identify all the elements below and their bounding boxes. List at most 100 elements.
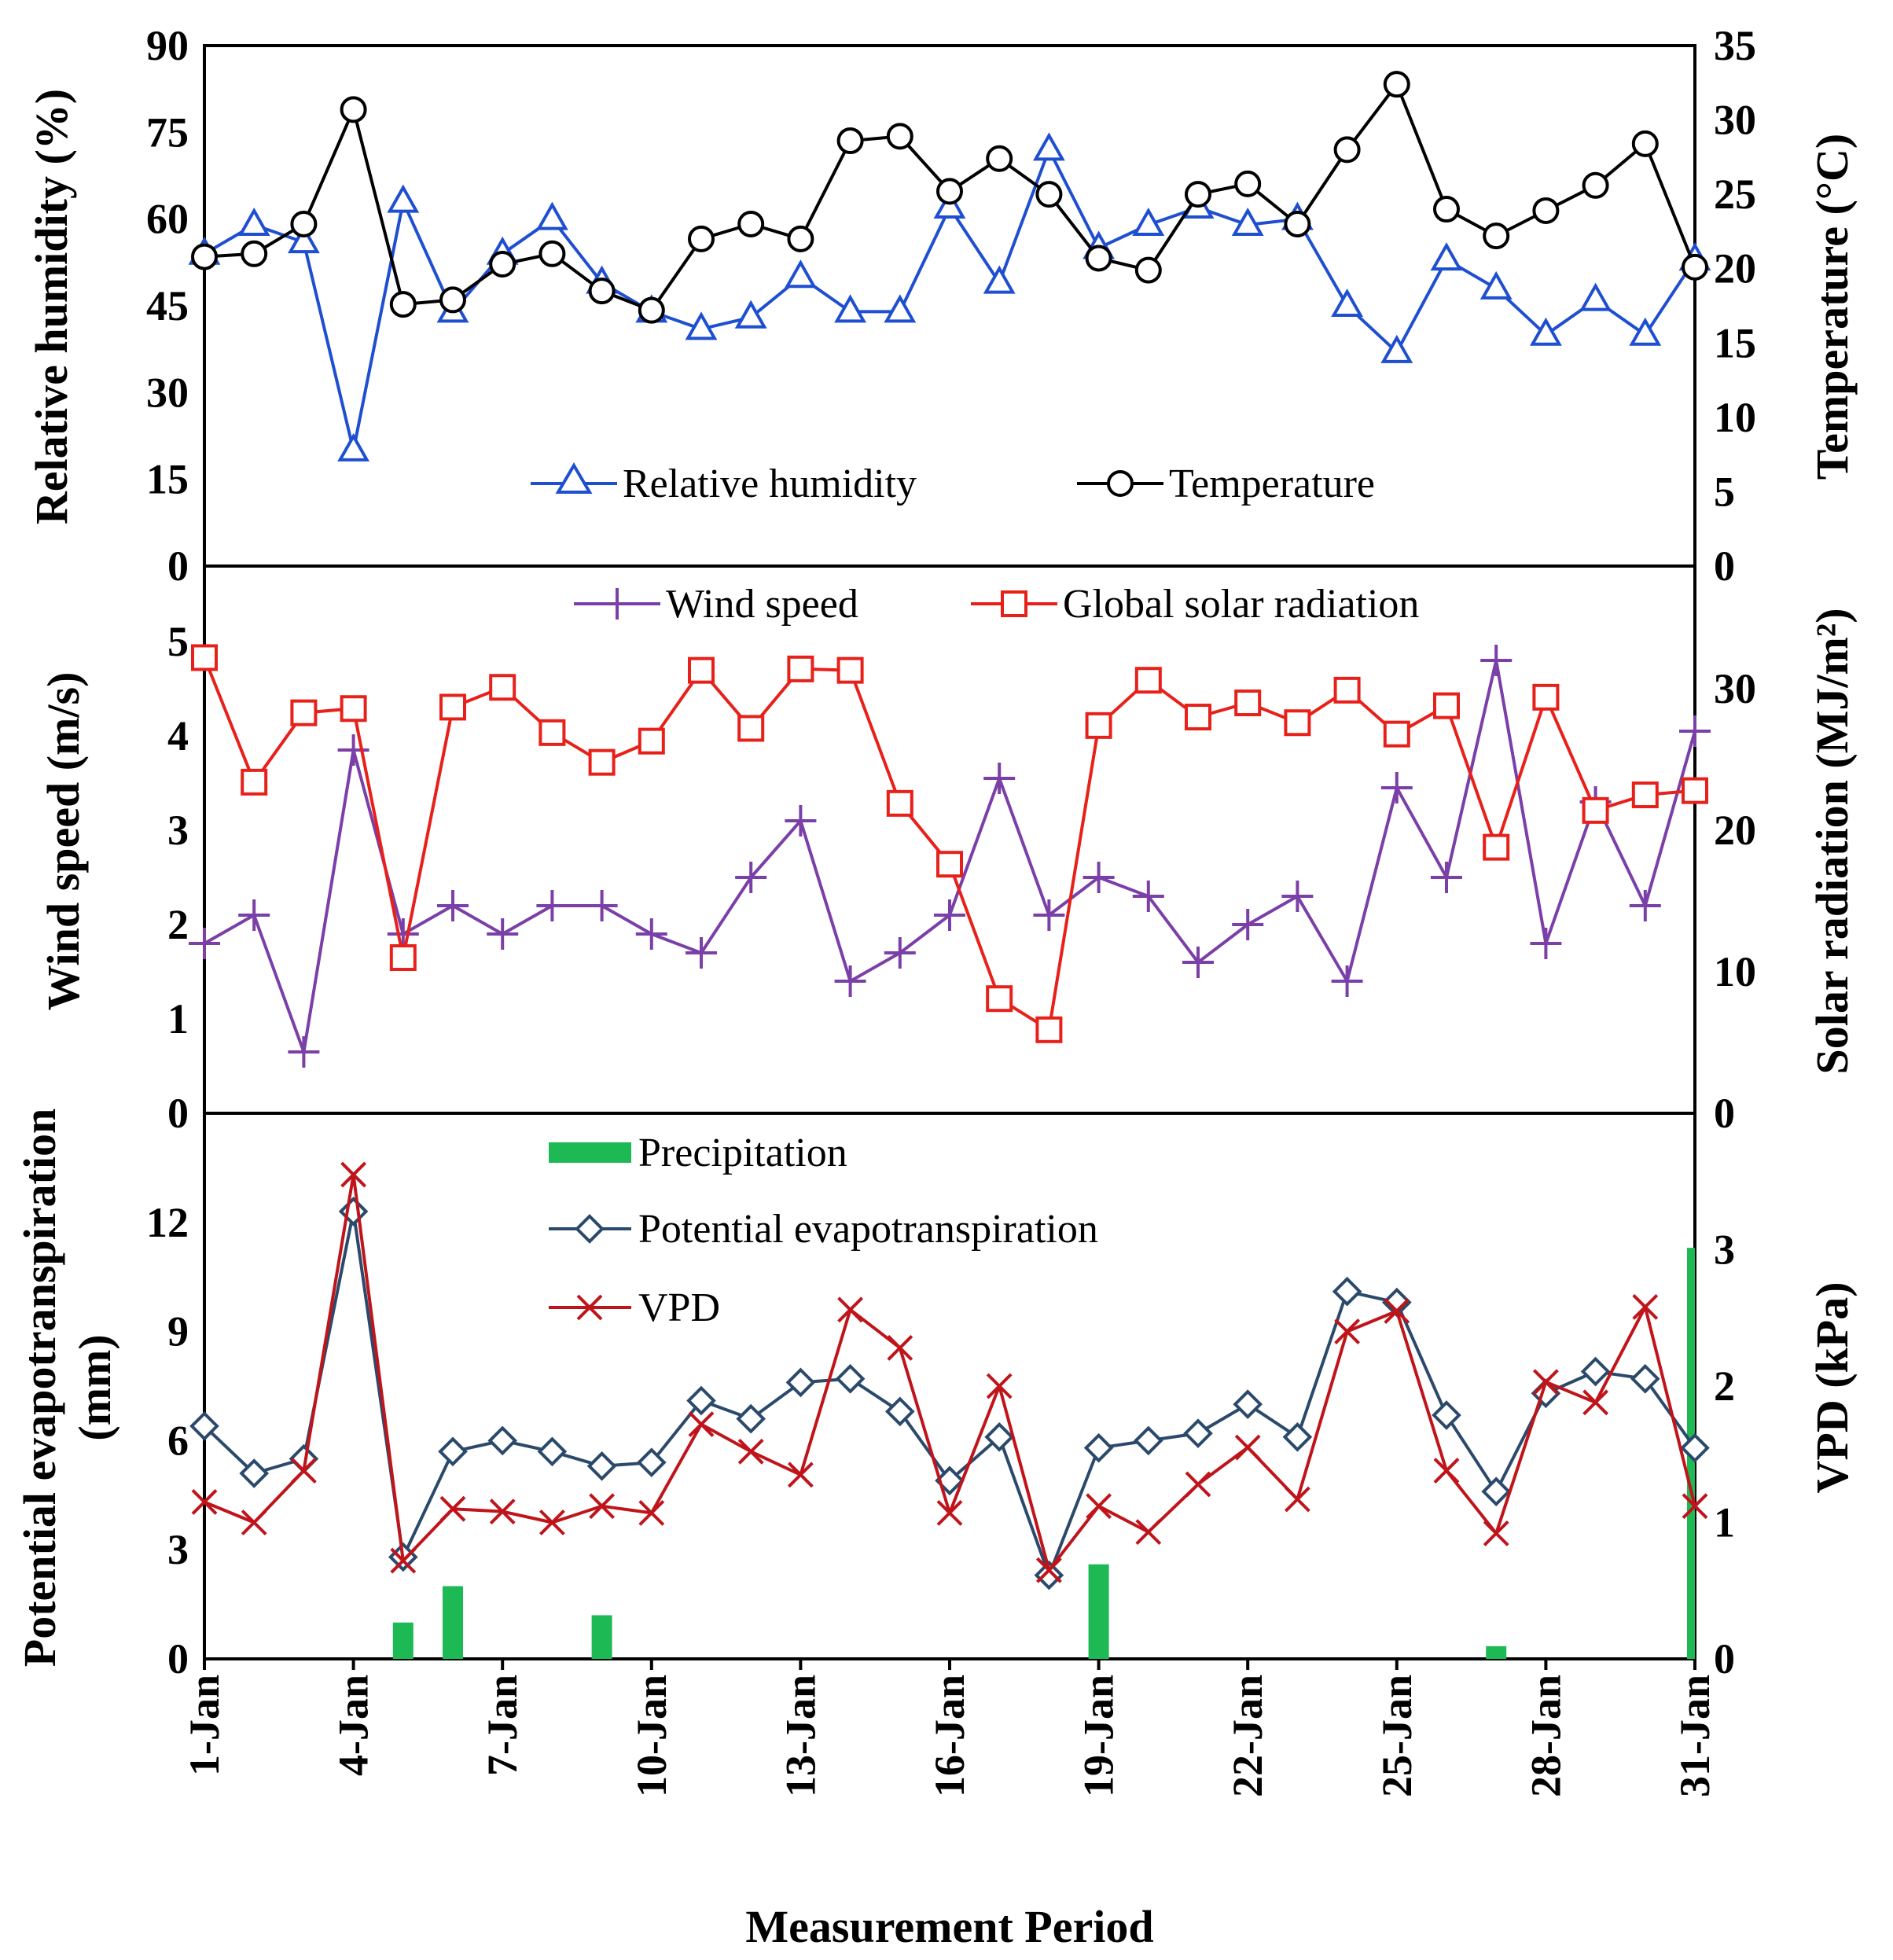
vpd-point <box>589 1493 616 1520</box>
potential-evapotranspiration-point <box>487 1425 518 1456</box>
y-left-tick-label: 9 <box>167 1308 189 1355</box>
legend-precipitation: Precipitation <box>549 1131 847 1175</box>
y-left-tick-label: 5 <box>167 618 189 665</box>
temperature-point <box>638 296 665 324</box>
temperature-point <box>986 145 1013 172</box>
legend-rh-triangle-icon <box>555 462 593 494</box>
wind-speed-point <box>735 862 767 893</box>
global-solar-radiation-point <box>1035 1016 1063 1043</box>
legend-precip-label: Precipitation <box>638 1131 847 1175</box>
global-solar-radiation-point <box>836 656 864 684</box>
bottom-right-axis-title: VPD (kPa) <box>1807 1282 1858 1493</box>
temperature-point <box>1582 171 1609 199</box>
relative-humidity-point <box>784 259 817 289</box>
wind-speed-point <box>337 734 369 766</box>
global-solar-radiation-point <box>1234 689 1262 717</box>
x-tick-label: 22-Jan <box>1224 1675 1271 1797</box>
precipitation-bar <box>392 1622 414 1659</box>
potential-evapotranspiration-point <box>189 1411 219 1441</box>
relative-humidity-point <box>834 294 867 323</box>
legend-rh-label: Relative humidity <box>623 462 917 506</box>
global-solar-radiation-point <box>1682 777 1708 804</box>
global-solar-radiation-point <box>1582 796 1609 824</box>
wind-speed-point <box>189 928 220 959</box>
y-left-tick-label: 3 <box>167 807 189 854</box>
potential-evapotranspiration-line <box>203 1209 1696 1577</box>
potential-evapotranspiration-point <box>1580 1356 1611 1387</box>
y-left-tick-label: 12 <box>146 1199 189 1246</box>
wind-speed-point <box>834 965 866 997</box>
x-tick-label: 13-Jan <box>777 1675 824 1797</box>
middle-left-axis-title: Wind speed (m/s) <box>38 672 89 1011</box>
relative-humidity-point <box>685 311 718 340</box>
temperature-point <box>389 291 417 318</box>
y-right-tick-label: 0 <box>1714 1635 1735 1682</box>
global-solar-radiation-point <box>986 985 1013 1013</box>
relative-humidity-point <box>1032 132 1065 161</box>
vpd-point <box>290 1458 317 1484</box>
temperature-point <box>787 225 814 252</box>
potential-evapotranspiration-point <box>1133 1425 1163 1456</box>
wind-speed-point <box>884 937 916 969</box>
x-tick-label: 10-Jan <box>628 1675 675 1797</box>
relative-humidity-point <box>1529 317 1562 346</box>
wind-speed-point <box>934 899 965 931</box>
y-right-tick-label: 35 <box>1714 22 1756 69</box>
vpd-point <box>390 1547 417 1574</box>
potential-evapotranspiration-point <box>1630 1363 1660 1394</box>
wind-speed-point <box>1281 881 1314 912</box>
relative-humidity-point <box>1331 288 1364 317</box>
legend-wind-speed: Wind speed <box>574 582 858 627</box>
global-solar-radiation-point <box>1383 720 1410 748</box>
wind-speed-point <box>1629 890 1661 921</box>
series-layer <box>188 71 1711 1659</box>
vpd-point <box>1582 1389 1609 1416</box>
temperature-point <box>588 278 616 305</box>
temperature-point <box>1035 181 1063 208</box>
relative-humidity-point <box>287 225 320 254</box>
vpd-point <box>1334 1318 1361 1345</box>
vpd-point <box>986 1373 1013 1399</box>
relative-humidity-point <box>535 201 568 230</box>
vpd-point <box>1284 1486 1310 1513</box>
temperature-point <box>439 286 466 314</box>
y-left-tick-label: 0 <box>167 1635 189 1682</box>
vpd-point <box>936 1499 963 1526</box>
vpd-point <box>1185 1471 1211 1498</box>
potential-evapotranspiration-point <box>884 1396 915 1427</box>
wind-speed-point <box>1480 645 1513 676</box>
temperature-point <box>1333 136 1361 164</box>
legend-pet-diamond-icon <box>575 1214 605 1244</box>
global-solar-radiation-point <box>389 944 417 972</box>
vpd-point <box>1135 1519 1162 1546</box>
precipitation-bar <box>443 1586 463 1659</box>
wind-speed-point <box>288 1036 320 1068</box>
wind-speed-point <box>1331 965 1363 997</box>
temperature-point <box>737 210 765 237</box>
y-left-tick-label: 15 <box>146 456 189 503</box>
temperature-point <box>191 243 218 270</box>
y-left-tick-label: 30 <box>146 369 189 416</box>
potential-evapotranspiration-point <box>736 1403 766 1434</box>
temperature-point <box>1433 196 1460 223</box>
y-left-tick-label: 1 <box>167 995 189 1043</box>
potential-evapotranspiration-point <box>1034 1560 1064 1590</box>
wind-speed-point <box>487 918 519 950</box>
x-axis-title: Measurement Period <box>745 1901 1153 1952</box>
global-solar-radiation-point <box>886 789 913 817</box>
relative-humidity-point <box>1132 207 1165 237</box>
vpd-point <box>489 1498 516 1525</box>
potential-evapotranspiration-point <box>1481 1476 1512 1507</box>
potential-evapotranspiration-point <box>1083 1432 1114 1463</box>
precipitation-bar <box>591 1615 612 1659</box>
legend-vpd: VPD <box>549 1285 720 1330</box>
global-solar-radiation-point <box>1284 709 1311 737</box>
temperature-point <box>489 251 516 278</box>
legend-vpd-x-icon <box>576 1294 603 1321</box>
wind-speed-point <box>586 890 618 921</box>
relative-humidity-point <box>1231 207 1264 237</box>
y-right-tick-label: 0 <box>1714 1090 1735 1137</box>
legend-temp-label: Temperature <box>1169 462 1375 506</box>
vpd-point <box>439 1495 466 1522</box>
